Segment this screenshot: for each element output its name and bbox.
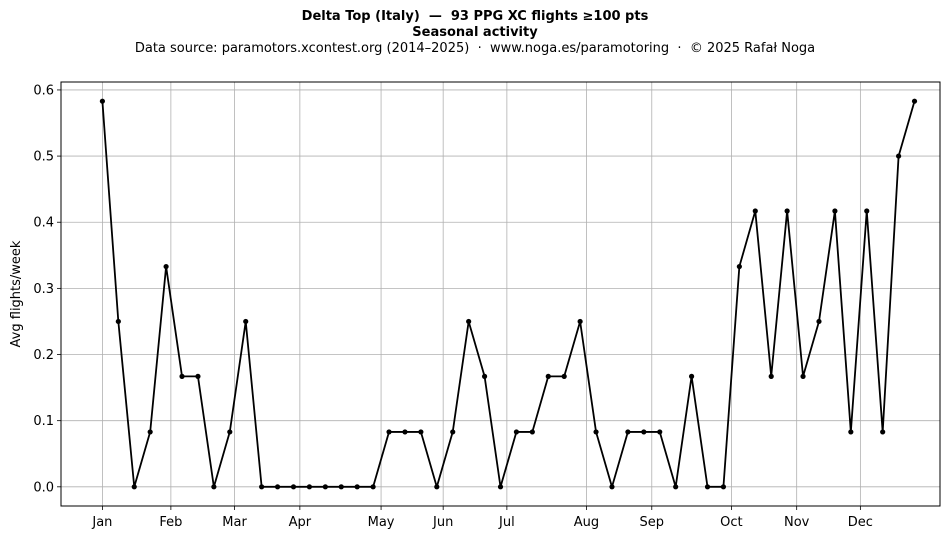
data-point	[274, 484, 281, 490]
y-axis: 0.0 0.1 0.2 0.3 0.4 0.5 0.6	[33, 83, 61, 495]
data-point	[386, 429, 392, 435]
data-point	[529, 429, 535, 435]
data-point	[641, 429, 647, 435]
data-point	[259, 484, 265, 490]
grid	[61, 82, 940, 506]
data-point	[593, 429, 599, 435]
data-point	[704, 484, 711, 490]
data-point	[481, 373, 488, 379]
series-line	[101, 100, 916, 488]
x-tick-label: Nov	[784, 515, 810, 530]
x-tick-label: Dec	[848, 515, 873, 530]
data-point	[306, 484, 313, 490]
data-point	[450, 429, 456, 435]
y-tick-label: 0.1	[33, 414, 54, 429]
x-tick-label: Mar	[222, 515, 247, 530]
x-axis: Jan Feb Mar Apr May Jun Jul Aug Sep Oct Nov Dec	[91, 506, 873, 530]
data-point	[768, 373, 774, 379]
data-point	[418, 429, 424, 435]
data-point	[720, 484, 727, 490]
data-point	[147, 429, 153, 435]
y-tick-label: 0.6	[33, 83, 54, 98]
plot-frame	[60, 81, 941, 507]
data-point	[290, 484, 297, 490]
chart-title: Delta Top (Italy) — 93 PPG XC flights ≥1…	[301, 9, 649, 24]
x-tick-label: Jun	[432, 515, 453, 530]
data-point	[688, 373, 695, 379]
data-point	[211, 484, 217, 490]
x-tick-label: May	[368, 515, 395, 530]
data-point	[609, 484, 615, 490]
data-point	[163, 263, 169, 270]
data-point	[545, 373, 551, 379]
data-point	[338, 484, 344, 490]
y-axis-label: Avg flights/week	[9, 240, 24, 347]
chart-title-2: Seasonal activity	[412, 25, 538, 40]
x-tick-label: Feb	[159, 515, 182, 530]
x-tick-label: Jan	[91, 515, 112, 530]
y-tick-label: 0.5	[33, 150, 54, 165]
data-point	[561, 373, 567, 379]
data-point	[800, 373, 806, 379]
data-point	[673, 484, 679, 490]
chart-titles: Delta Top (Italy) — 93 PPG XC flights ≥1…	[0, 9, 950, 57]
x-tick-label: Jul	[498, 515, 515, 530]
data-point	[577, 318, 583, 325]
y-tick-label: 0.0	[33, 480, 54, 495]
x-tick-label: Aug	[574, 515, 599, 530]
data-point	[354, 484, 360, 490]
data-point	[880, 429, 886, 435]
data-point	[497, 484, 504, 490]
y-tick-label: 0.4	[33, 216, 54, 231]
data-point	[370, 484, 376, 490]
data-point	[227, 429, 233, 435]
data-point	[513, 429, 520, 435]
data-point	[625, 429, 631, 435]
data-point	[911, 98, 918, 104]
y-tick-label: 0.3	[33, 282, 54, 297]
data-point	[848, 429, 854, 435]
data-point	[832, 208, 838, 214]
data-point	[752, 208, 758, 214]
data-point	[466, 318, 472, 325]
data-point	[99, 98, 105, 104]
data-point	[195, 373, 201, 379]
data-point	[131, 484, 137, 490]
data-point	[736, 263, 742, 270]
data-point	[657, 429, 663, 435]
data-point	[896, 153, 902, 159]
y-tick-label: 0.2	[33, 348, 54, 363]
data-point	[864, 208, 870, 214]
data-point	[179, 373, 185, 379]
data-point	[434, 484, 440, 490]
data-point	[784, 208, 790, 214]
data-point	[243, 318, 249, 325]
data-point	[816, 318, 822, 325]
chart-subtitle: Data source: paramotors.xcontest.org (20…	[134, 41, 816, 56]
data-point	[402, 429, 408, 435]
data-point	[322, 484, 328, 490]
series-layer	[99, 98, 918, 490]
x-tick-label: Apr	[289, 515, 312, 530]
x-tick-label: Sep	[640, 515, 665, 530]
x-tick-label: Oct	[720, 515, 742, 530]
data-point	[115, 318, 121, 325]
